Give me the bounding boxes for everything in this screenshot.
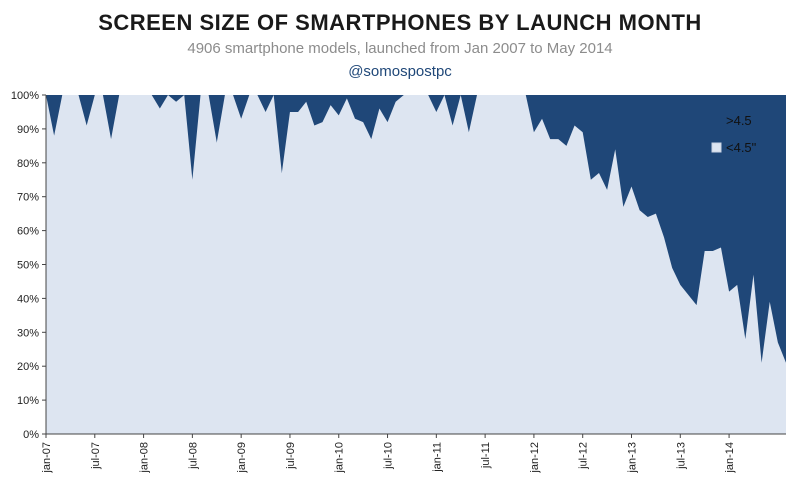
legend-swatch — [711, 142, 722, 153]
y-tick-label: 60% — [17, 226, 39, 238]
y-tick-label: 0% — [23, 429, 39, 441]
x-tick-label: jan-11 — [431, 442, 443, 473]
x-tick-label: jan-12 — [529, 442, 541, 474]
y-tick-label: 80% — [17, 158, 39, 170]
x-tick-label: jul-09 — [285, 442, 297, 470]
x-tick-label: jul-10 — [383, 442, 395, 470]
x-tick-label: jan-07 — [41, 442, 53, 474]
x-tick-label: jul-12 — [578, 442, 590, 470]
legend-label: >4.5 — [726, 113, 752, 128]
y-tick-label: 100% — [11, 90, 39, 102]
x-tick-label: jul-07 — [90, 442, 102, 470]
chart-subtitle: 4906 smartphone models, launched from Ja… — [187, 40, 613, 57]
x-tick-label: jan-13 — [626, 442, 638, 474]
y-tick-label: 40% — [17, 293, 39, 305]
legend-swatch — [712, 116, 721, 125]
x-tick-label: jan-10 — [334, 442, 346, 474]
x-tick-label: jan-08 — [139, 442, 151, 474]
x-tick-label: jul-11 — [480, 442, 492, 469]
x-tick-label: jul-08 — [187, 442, 199, 470]
y-tick-label: 20% — [17, 361, 39, 373]
x-tick-label: jul-13 — [675, 442, 687, 470]
chart-handle: @somospostpc — [348, 63, 452, 80]
x-tick-label: jan-09 — [236, 442, 248, 474]
chart-title: SCREEN SIZE OF SMARTPHONES BY LAUNCH MON… — [98, 10, 702, 35]
y-tick-label: 90% — [17, 124, 39, 136]
y-tick-label: 30% — [17, 327, 39, 339]
legend-label: <4.5" — [726, 140, 757, 155]
series-small-area — [46, 95, 786, 434]
y-tick-label: 10% — [17, 395, 39, 407]
x-tick-label: jan-14 — [724, 442, 736, 474]
y-tick-label: 50% — [17, 260, 39, 272]
y-tick-label: 70% — [17, 192, 39, 204]
